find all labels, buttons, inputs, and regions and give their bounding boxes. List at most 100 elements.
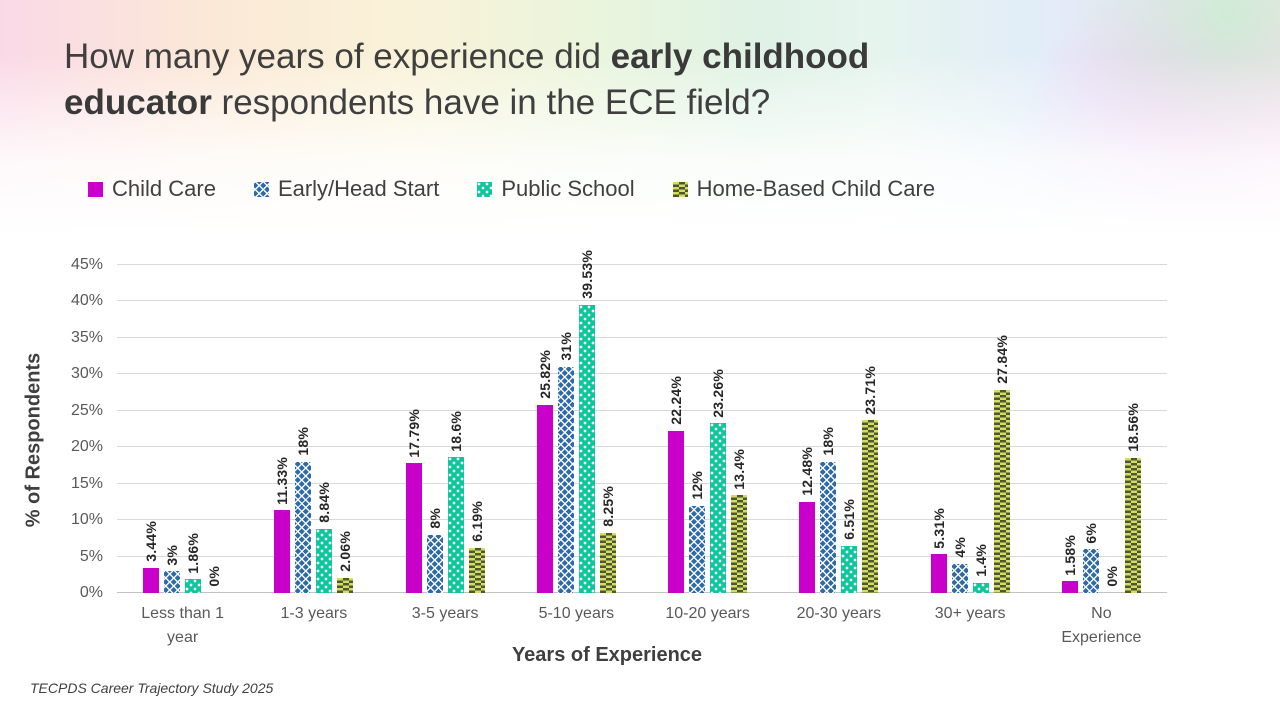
legend-swatch-icon — [672, 181, 688, 197]
bar-slot: 8% — [426, 265, 443, 593]
bar-slot: 1.4% — [972, 265, 989, 593]
bar — [143, 567, 160, 593]
bar — [993, 390, 1010, 593]
bar-slot: 1.58% — [1061, 265, 1078, 593]
bar-value-label: 12.48% — [799, 447, 816, 497]
bar-slot: 8.25% — [599, 265, 616, 593]
bar-slot: 23.26% — [710, 265, 727, 593]
source-credit: TECPDS Career Trajectory Study 2025 — [30, 680, 274, 696]
bar-slot: 6.19% — [468, 265, 485, 593]
bar-value-label: 1.86% — [185, 532, 202, 574]
bar-value-label: 3% — [164, 544, 181, 566]
bar-value-label: 17.79% — [405, 408, 422, 458]
bars-row: 12.48% 18% 6.51% 23.71% — [773, 265, 904, 593]
page-title: How many years of experience did early c… — [64, 34, 1204, 126]
bar-slot: 27.84% — [993, 265, 1010, 593]
bar-value-label: 0% — [1103, 566, 1120, 587]
bar — [316, 528, 333, 593]
gridline — [117, 336, 1167, 338]
legend-label: Child Care — [112, 176, 216, 201]
x-category-label: 5-10 years — [538, 605, 615, 622]
bar-slot: 4% — [951, 265, 968, 593]
bar-slot: 17.79% — [405, 265, 422, 593]
bar — [799, 502, 816, 593]
bars-row: 22.24% 12% 23.26% 13.4% — [642, 265, 773, 593]
title-bold-text: early childhood — [610, 37, 870, 76]
legend-item: Child Care — [88, 176, 216, 202]
bar-value-label: 23.26% — [710, 368, 727, 418]
category-group: 3.44% 3% 1.86% 0% Less than 1 year — [117, 265, 248, 646]
bar-value-label: 18% — [820, 427, 837, 456]
bar — [1061, 581, 1078, 593]
legend-item: Public School — [477, 176, 635, 202]
category-group: 22.24% 12% 23.26% 13.4% 10-20 years — [642, 265, 773, 622]
x-category-label: 10-20 years — [665, 605, 750, 622]
bar-slot: 18.56% — [1124, 265, 1141, 593]
x-category-label: No Experience — [1061, 605, 1142, 646]
bar — [731, 495, 748, 593]
bar — [1082, 549, 1099, 593]
bar — [164, 571, 181, 593]
bar-value-label: 39.53% — [578, 250, 595, 299]
bar-slot: 0% — [1104, 265, 1120, 593]
bar-slot: 3% — [164, 265, 181, 593]
chart-legend: Child Care Early/Head Start Public School H… — [88, 176, 935, 202]
bar-slot: 3.44% — [143, 265, 160, 593]
x-category-label: 3-5 years — [411, 605, 479, 622]
bar — [557, 367, 574, 593]
bar — [405, 463, 422, 593]
bar-slot: 18% — [820, 265, 837, 593]
y-tick-label: 40% — [70, 292, 103, 310]
y-axis-title: % of Respondents — [22, 352, 45, 528]
bar-slot: 1.86% — [185, 265, 202, 593]
bars-row: 25.82% 31% 39.53% 8.25% — [511, 250, 642, 593]
gridline — [117, 446, 1167, 448]
bar-slot: 11.33% — [274, 265, 291, 593]
bar — [468, 547, 485, 593]
legend-label: Public School — [501, 176, 635, 201]
bar-value-label: 18.6% — [447, 410, 464, 452]
category-group: 17.79% 8% 18.6% 6.19% 3-5 years — [380, 265, 511, 622]
bar-value-label: 0% — [206, 566, 223, 587]
bar-slot: 22.24% — [668, 265, 685, 593]
bar — [337, 578, 354, 593]
gridline — [117, 373, 1167, 375]
title-text-2: respondents have in the ECE field? — [211, 82, 771, 122]
bar-value-label: 6.51% — [841, 498, 858, 540]
y-tick-label: 10% — [70, 511, 103, 529]
bar-value-label: 25.82% — [536, 350, 553, 399]
x-axis-title: Years of Experience — [511, 644, 703, 666]
y-tick-label: 5% — [79, 547, 103, 565]
bar-value-label: 5.31% — [930, 507, 947, 549]
y-tick-label: 25% — [70, 401, 103, 419]
y-tick-label: 0% — [79, 584, 103, 601]
x-category-label: 30+ years — [934, 605, 1006, 622]
y-tick-label: 45% — [70, 256, 103, 273]
bar-value-label: 18% — [295, 427, 312, 456]
bar — [536, 404, 553, 593]
bar-value-label: 6% — [1082, 522, 1099, 544]
y-tick-label: 15% — [70, 474, 103, 492]
plot-area: 0% 5% 10% 15% 20% 25% 30% 35% 40% 45% 3.44% 3% 1.86%… — [71, 250, 1167, 646]
bar-slot: 23.71% — [862, 265, 879, 593]
bar — [185, 579, 202, 593]
gridline — [117, 264, 1167, 265]
bar — [668, 430, 685, 593]
bar-slot: 5.31% — [930, 265, 947, 593]
legend-label: Early/Head Start — [277, 176, 440, 201]
bar-slot: 25.82% — [536, 265, 553, 593]
bar-value-label: 22.24% — [668, 376, 685, 425]
bar — [710, 423, 727, 593]
bar-value-label: 12% — [689, 470, 706, 500]
bars-row: 11.33% 18% 8.84% 2.06% — [248, 265, 379, 593]
bar-value-label: 11.33% — [274, 456, 291, 505]
x-category-label: 20-30 years — [796, 605, 882, 622]
bar-value-label: 8% — [426, 508, 443, 529]
bar-slot: 2.06% — [337, 265, 354, 593]
gridline — [117, 592, 1167, 593]
bar-slot: 18% — [295, 265, 312, 593]
bar-value-label: 23.71% — [862, 365, 879, 415]
bars-row: 1.58% 6% 0% 18.56% — [1036, 265, 1167, 593]
bar — [1124, 457, 1141, 593]
bars-row: 17.79% 8% 18.6% 6.19% — [380, 265, 511, 593]
